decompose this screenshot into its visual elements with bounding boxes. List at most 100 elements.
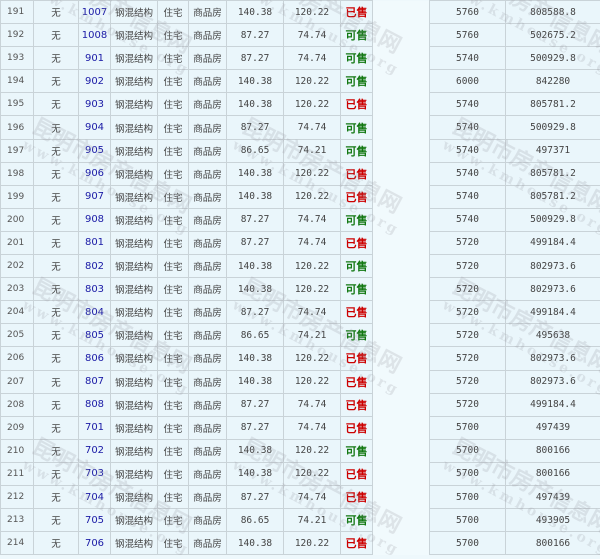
presale-flag: 无: [34, 393, 79, 416]
row-number: 195: [1, 93, 34, 116]
room-number-link[interactable]: 906: [79, 162, 111, 185]
floor-area: 87.27: [227, 485, 284, 508]
room-number-link[interactable]: 805: [79, 324, 111, 347]
structure-type: 钢混结构: [111, 439, 158, 462]
room-number-link[interactable]: 808: [79, 393, 111, 416]
room-number-link[interactable]: 908: [79, 208, 111, 231]
housing-type: 商品房: [189, 185, 227, 208]
room-number-link[interactable]: 701: [79, 416, 111, 439]
structure-type: 钢混结构: [111, 24, 158, 47]
unit-price: 5760: [430, 24, 506, 47]
room-number-link[interactable]: 706: [79, 532, 111, 555]
inner-area: 120.22: [284, 347, 341, 370]
total-price: 499184.4: [506, 393, 600, 416]
presale-flag: 无: [34, 347, 79, 370]
row-number: 212: [1, 485, 34, 508]
room-number-link[interactable]: 904: [79, 116, 111, 139]
total-price: 808588.8: [506, 1, 600, 24]
unit-price: 5720: [430, 347, 506, 370]
room-number-link[interactable]: 901: [79, 47, 111, 70]
row-number: 192: [1, 24, 34, 47]
usage-type: 住宅: [158, 93, 189, 116]
floor-area: 140.38: [227, 462, 284, 485]
floor-area: 140.38: [227, 1, 284, 24]
floor-area: 140.38: [227, 278, 284, 301]
row-number: 193: [1, 47, 34, 70]
floor-area: 87.27: [227, 301, 284, 324]
room-number-link[interactable]: 806: [79, 347, 111, 370]
floor-area: 140.38: [227, 532, 284, 555]
unit-price: 5720: [430, 278, 506, 301]
structure-type: 钢混结构: [111, 462, 158, 485]
sale-status: 可售: [341, 208, 373, 231]
spacer: [373, 278, 430, 301]
floor-area: 87.27: [227, 47, 284, 70]
room-number-link[interactable]: 1007: [79, 1, 111, 24]
room-number-link[interactable]: 903: [79, 93, 111, 116]
room-number-link[interactable]: 1008: [79, 24, 111, 47]
total-price: 805781.2: [506, 185, 600, 208]
total-price: 493905: [506, 509, 600, 532]
unit-price: 5740: [430, 47, 506, 70]
room-number-link[interactable]: 803: [79, 278, 111, 301]
structure-type: 钢混结构: [111, 347, 158, 370]
spacer: [373, 116, 430, 139]
unit-price: 5740: [430, 208, 506, 231]
room-number-link[interactable]: 902: [79, 70, 111, 93]
total-price: 499184.4: [506, 301, 600, 324]
row-number: 209: [1, 416, 34, 439]
spacer: [373, 324, 430, 347]
room-number-link[interactable]: 802: [79, 255, 111, 278]
room-number-link[interactable]: 907: [79, 185, 111, 208]
structure-type: 钢混结构: [111, 93, 158, 116]
row-number: 207: [1, 370, 34, 393]
room-number-link[interactable]: 804: [79, 301, 111, 324]
housing-type: 商品房: [189, 47, 227, 70]
housing-type: 商品房: [189, 416, 227, 439]
unit-price: 5720: [430, 255, 506, 278]
total-price: 800166: [506, 532, 600, 555]
room-number-link[interactable]: 702: [79, 439, 111, 462]
usage-type: 住宅: [158, 116, 189, 139]
presale-flag: 无: [34, 301, 79, 324]
total-price: 800166: [506, 462, 600, 485]
row-number: 200: [1, 208, 34, 231]
floor-area: 87.27: [227, 416, 284, 439]
presale-flag: 无: [34, 185, 79, 208]
presale-flag: 无: [34, 116, 79, 139]
total-price: 497371: [506, 139, 600, 162]
usage-type: 住宅: [158, 278, 189, 301]
row-number: 199: [1, 185, 34, 208]
unit-price: 5700: [430, 416, 506, 439]
structure-type: 钢混结构: [111, 185, 158, 208]
room-number-link[interactable]: 704: [79, 485, 111, 508]
inner-area: 120.22: [284, 255, 341, 278]
sale-status: 可售: [341, 116, 373, 139]
structure-type: 钢混结构: [111, 255, 158, 278]
presale-flag: 无: [34, 93, 79, 116]
sale-status: 可售: [341, 70, 373, 93]
room-number-link[interactable]: 703: [79, 462, 111, 485]
spacer: [373, 462, 430, 485]
total-price: 499184.4: [506, 231, 600, 254]
floor-area: 140.38: [227, 70, 284, 93]
room-number-link[interactable]: 905: [79, 139, 111, 162]
inner-area: 120.22: [284, 278, 341, 301]
room-number-link[interactable]: 807: [79, 370, 111, 393]
presale-flag: 无: [34, 24, 79, 47]
usage-type: 住宅: [158, 255, 189, 278]
sale-status: 可售: [341, 278, 373, 301]
room-number-link[interactable]: 801: [79, 231, 111, 254]
usage-type: 住宅: [158, 24, 189, 47]
sale-status: 可售: [341, 509, 373, 532]
usage-type: 住宅: [158, 301, 189, 324]
structure-type: 钢混结构: [111, 47, 158, 70]
room-number-link[interactable]: 705: [79, 509, 111, 532]
sale-status: 已售: [341, 462, 373, 485]
housing-type: 商品房: [189, 116, 227, 139]
